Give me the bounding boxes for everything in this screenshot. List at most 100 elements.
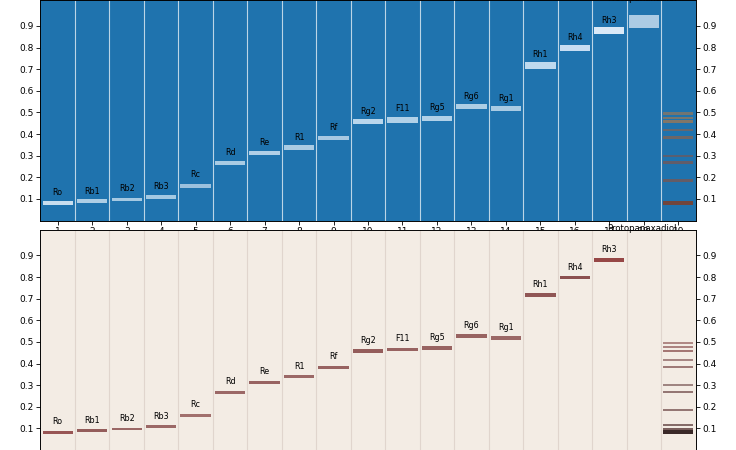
Bar [526, 293, 556, 297]
Bar [213, 0, 247, 220]
Text: Rh3: Rh3 [601, 245, 617, 254]
Bar [144, 230, 178, 450]
Bar [491, 336, 521, 340]
Text: R1: R1 [294, 362, 304, 371]
Bar [422, 346, 452, 350]
Bar [353, 349, 383, 353]
Text: Rd: Rd [224, 377, 236, 386]
Text: Rc: Rc [191, 171, 201, 180]
Bar [558, 0, 592, 220]
Bar [77, 429, 107, 432]
Bar [592, 0, 626, 220]
Text: Rf: Rf [329, 123, 338, 132]
Bar [213, 230, 247, 450]
Text: Rh4: Rh4 [567, 263, 583, 272]
Bar [144, 0, 178, 220]
Bar [559, 45, 590, 51]
Bar [456, 104, 486, 109]
Bar [247, 0, 282, 220]
Bar [319, 366, 349, 369]
Text: Rb2: Rb2 [118, 414, 135, 423]
Text: Rb1: Rb1 [85, 187, 100, 196]
Bar [77, 199, 107, 203]
Bar [110, 230, 144, 450]
Bar [40, 0, 75, 220]
Text: Protopanaxadiol: Protopanaxadiol [607, 0, 676, 3]
Bar [594, 27, 625, 35]
Bar [663, 201, 693, 205]
Bar [420, 230, 454, 450]
Bar [385, 0, 420, 220]
Bar [40, 230, 75, 450]
Bar [491, 106, 521, 111]
Bar [284, 375, 314, 378]
Bar [454, 0, 489, 220]
Bar [663, 120, 693, 123]
Bar [663, 391, 693, 393]
Bar [146, 425, 177, 428]
Bar [178, 0, 213, 220]
Bar [559, 275, 590, 279]
Bar [523, 230, 558, 450]
Bar [353, 119, 383, 124]
Bar [592, 230, 626, 450]
Bar [111, 428, 142, 430]
Bar [385, 230, 420, 450]
Bar [626, 230, 661, 450]
Bar [663, 154, 693, 157]
Bar [75, 230, 110, 450]
Text: Rg6: Rg6 [464, 91, 479, 100]
Text: Rg1: Rg1 [498, 94, 514, 103]
Bar [351, 0, 385, 220]
Text: Rg1: Rg1 [498, 323, 514, 332]
Bar [351, 230, 385, 450]
Bar [420, 0, 454, 220]
Bar [663, 424, 693, 426]
Text: Rb3: Rb3 [153, 182, 169, 191]
Bar [43, 201, 73, 205]
Bar [558, 230, 592, 450]
Bar [180, 184, 210, 188]
Bar [663, 112, 693, 115]
Bar [663, 384, 693, 386]
Bar [663, 129, 693, 131]
Bar [387, 117, 417, 123]
Text: Protopanaxadiol: Protopanaxadiol [607, 224, 676, 233]
Text: Rg5: Rg5 [429, 333, 445, 342]
Text: Ro: Ro [53, 188, 63, 197]
Bar [387, 348, 417, 351]
Bar [663, 409, 693, 411]
Bar [663, 350, 693, 352]
Bar [146, 195, 177, 199]
Bar [663, 346, 693, 348]
Bar [180, 414, 210, 417]
Bar [282, 0, 316, 220]
Bar [663, 359, 693, 360]
Text: F11: F11 [395, 334, 410, 343]
Bar [661, 230, 696, 450]
Text: Rg2: Rg2 [360, 107, 376, 116]
Bar [75, 0, 110, 220]
Bar [663, 430, 693, 434]
Text: R1: R1 [294, 133, 304, 142]
Text: Rh1: Rh1 [533, 50, 548, 59]
Text: Rg5: Rg5 [429, 104, 445, 112]
Text: Re: Re [260, 368, 269, 377]
Bar [111, 198, 142, 201]
Bar [316, 230, 351, 450]
Bar [526, 62, 556, 68]
Bar [523, 0, 558, 220]
Text: Rg2: Rg2 [360, 336, 376, 345]
Text: Rh1: Rh1 [533, 280, 548, 289]
Bar [663, 428, 693, 430]
Bar [316, 0, 351, 220]
Bar [663, 179, 693, 182]
Bar [250, 151, 280, 155]
Bar [663, 117, 693, 119]
Text: Rg6: Rg6 [464, 321, 479, 330]
Bar [629, 15, 659, 28]
Bar [215, 391, 245, 394]
Text: Re: Re [260, 138, 269, 147]
Bar [422, 116, 452, 121]
Text: Rc: Rc [191, 400, 201, 409]
